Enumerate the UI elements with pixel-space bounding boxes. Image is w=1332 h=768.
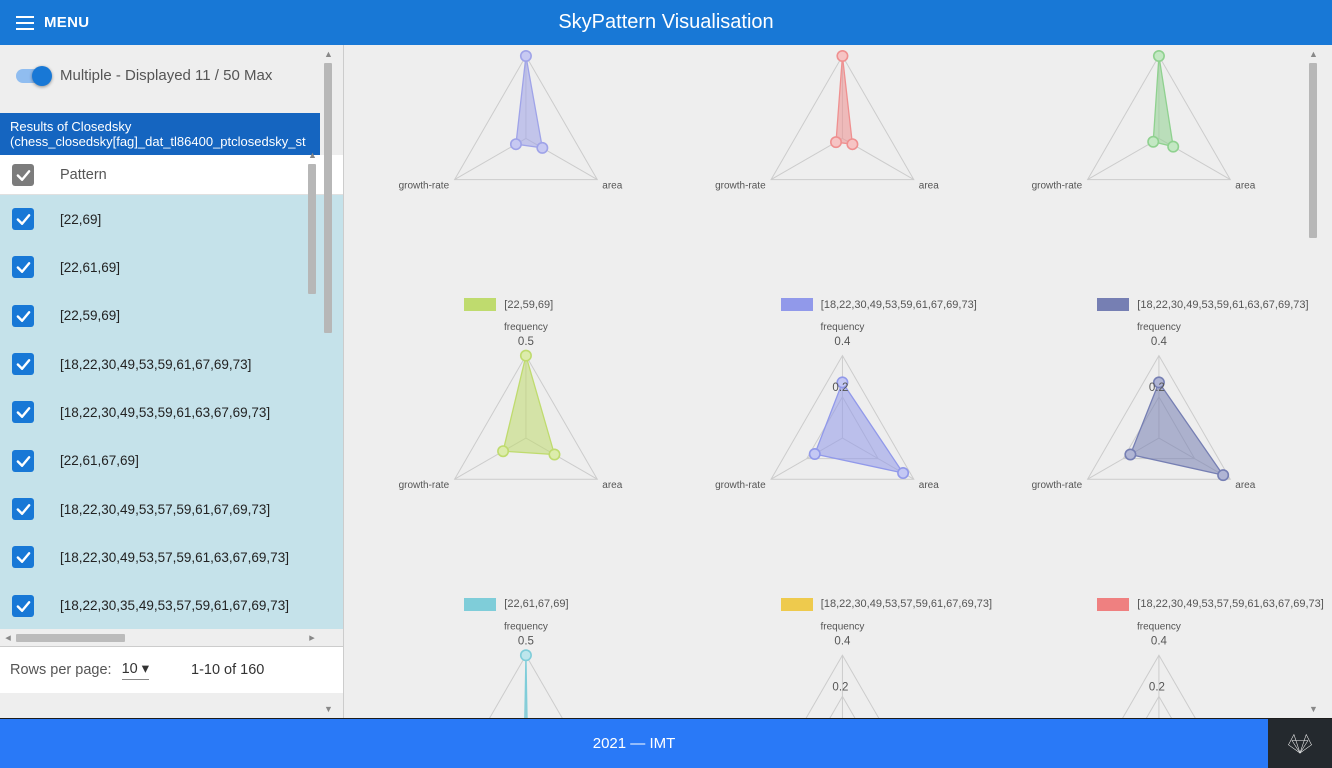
svg-text:growth-rate: growth-rate (399, 181, 450, 192)
svg-text:0.4: 0.4 (834, 635, 851, 647)
svg-text:0.5: 0.5 (518, 635, 534, 647)
svg-text:frequency: frequency (504, 322, 548, 333)
svg-text:area: area (1235, 480, 1255, 491)
svg-text:growth-rate: growth-rate (715, 480, 766, 491)
svg-text:0.2: 0.2 (832, 382, 848, 394)
svg-text:growth-rate: growth-rate (1032, 181, 1083, 192)
svg-text:frequency: frequency (820, 322, 864, 333)
svg-text:0.2: 0.2 (832, 681, 848, 693)
svg-text:frequency: frequency (1137, 322, 1181, 333)
svg-text:0.5: 0.5 (1151, 45, 1167, 48)
svg-text:area: area (919, 181, 939, 192)
svg-text:frequency: frequency (504, 621, 548, 632)
svg-text:0.4: 0.4 (1151, 336, 1168, 348)
svg-text:0.5: 0.5 (834, 45, 850, 48)
svg-text:0.5: 0.5 (518, 45, 534, 48)
svg-text:0.4: 0.4 (1151, 635, 1168, 647)
svg-text:frequency: frequency (1137, 621, 1181, 632)
svg-text:0.2: 0.2 (1149, 681, 1165, 693)
svg-text:area: area (602, 480, 622, 491)
svg-text:0.4: 0.4 (834, 336, 851, 348)
svg-text:area: area (1235, 181, 1255, 192)
svg-text:area: area (602, 181, 622, 192)
svg-text:frequency: frequency (820, 621, 864, 632)
svg-text:growth-rate: growth-rate (715, 181, 766, 192)
svg-text:growth-rate: growth-rate (399, 480, 450, 491)
svg-text:0.2: 0.2 (1149, 382, 1165, 394)
svg-text:growth-rate: growth-rate (1032, 480, 1083, 491)
svg-text:0.5: 0.5 (518, 336, 534, 348)
svg-text:area: area (919, 480, 939, 491)
